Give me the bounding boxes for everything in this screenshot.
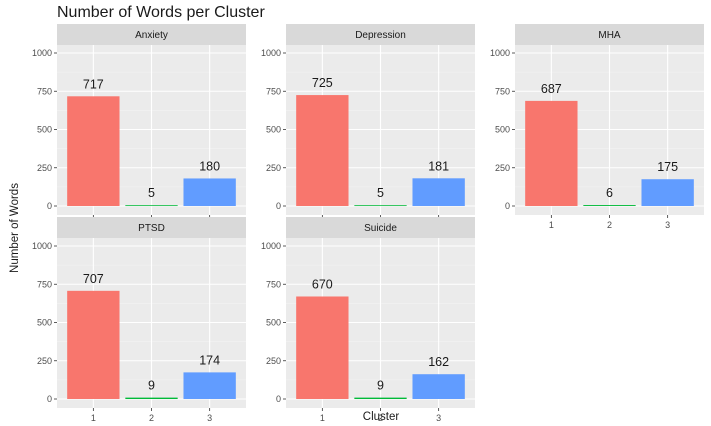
data-label-depression-cluster-2: 5: [377, 186, 384, 200]
facet-panels: Anxiety025050075010007171521803Depressio…: [32, 24, 704, 423]
strip-label-anxiety: Anxiety: [135, 30, 168, 41]
strip-depression: [286, 24, 475, 45]
bar-mha-cluster-3: [641, 179, 694, 206]
x-tick-label: 1: [91, 413, 96, 423]
data-label-anxiety-cluster-3: 180: [199, 159, 220, 173]
bar-anxiety-cluster-1: [67, 96, 120, 206]
data-label-mha-cluster-2: 6: [606, 186, 613, 200]
bar-depression-cluster-3: [412, 178, 465, 206]
data-label-depression-cluster-1: 725: [312, 76, 333, 90]
y-tick-label: 750: [266, 279, 281, 289]
strip-suicide: [286, 217, 475, 238]
y-tick-label: 1000: [32, 48, 52, 58]
panel-suicide: Suicide 0 250 500 750 1000 670 1 9 2 162 3: [261, 217, 475, 423]
data-label-suicide-cluster-1: 670: [312, 277, 333, 291]
data-label-mha-cluster-3: 175: [657, 160, 678, 174]
data-label-suicide-cluster-2: 9: [377, 379, 384, 393]
strip-mha: [515, 24, 704, 45]
strip-anxiety: [57, 24, 246, 45]
y-tick-label: 500: [266, 125, 281, 135]
y-tick-label: 250: [37, 356, 52, 366]
panel-ptsd: PTSD 0 250 500 750 1000 707 1 9 2 174 3: [32, 217, 246, 423]
y-tick-label: 500: [495, 125, 510, 135]
bar-depression-cluster-2: [354, 205, 407, 207]
panel-anxiety: Anxiety025050075010007171521803: [32, 24, 246, 230]
y-tick-label: 0: [276, 201, 281, 211]
y-tick-label: 250: [37, 163, 52, 173]
bar-ptsd-cluster-2: [125, 397, 178, 399]
y-tick-label: 1000: [261, 241, 281, 251]
x-axis-title: Cluster: [363, 411, 400, 423]
bar-mha-cluster-1: [525, 100, 578, 206]
y-tick-label: 750: [495, 86, 510, 96]
panel-depression: Depression025050075010007251521813: [261, 24, 475, 230]
strip-label-ptsd: PTSD: [138, 223, 165, 234]
x-tick-label: 2: [378, 413, 383, 423]
strip-ptsd: [57, 217, 246, 238]
x-tick-label: 2: [149, 413, 154, 423]
bar-ptsd-cluster-3: [183, 372, 236, 399]
data-label-anxiety-cluster-2: 5: [148, 186, 155, 200]
x-tick-label: 2: [607, 220, 612, 230]
y-tick-label: 0: [276, 394, 281, 404]
y-tick-label: 0: [505, 201, 510, 211]
y-tick-label: 750: [37, 86, 52, 96]
bar-depression-cluster-1: [296, 95, 349, 206]
y-tick-label: 1000: [490, 48, 510, 58]
bar-anxiety-cluster-3: [183, 178, 236, 206]
y-tick-label: 1000: [32, 241, 52, 251]
y-tick-label: 0: [47, 201, 52, 211]
x-tick-label: 3: [665, 220, 670, 230]
y-axis-title: Number of Words: [9, 183, 21, 273]
y-tick-label: 250: [495, 163, 510, 173]
y-tick-label: 750: [266, 86, 281, 96]
strip-label-suicide: Suicide: [364, 223, 397, 234]
y-tick-label: 0: [47, 394, 52, 404]
chart-title: Number of Words per Cluster: [57, 4, 265, 21]
data-label-anxiety-cluster-1: 717: [83, 77, 104, 91]
y-tick-label: 500: [37, 125, 52, 135]
strip-label-mha: MHA: [598, 30, 621, 41]
y-tick-label: 500: [37, 318, 52, 328]
data-label-depression-cluster-3: 181: [428, 159, 449, 173]
data-label-ptsd-cluster-3: 174: [199, 353, 220, 367]
y-tick-label: 250: [266, 163, 281, 173]
y-tick-label: 1000: [261, 48, 281, 58]
data-label-suicide-cluster-3: 162: [428, 355, 449, 369]
y-tick-label: 250: [266, 356, 281, 366]
bar-anxiety-cluster-2: [125, 205, 178, 207]
data-label-ptsd-cluster-2: 9: [148, 379, 155, 393]
y-tick-label: 500: [266, 318, 281, 328]
x-tick-label: 1: [549, 220, 554, 230]
y-tick-label: 750: [37, 279, 52, 289]
x-tick-label: 3: [436, 413, 441, 423]
bar-ptsd-cluster-1: [67, 290, 120, 399]
panel-mha: MHA 0 250 500 750 1000 687 1 6 2 175 3: [490, 24, 704, 230]
strip-label-depression: Depression: [355, 30, 406, 41]
x-tick-label: 1: [320, 413, 325, 423]
x-tick-label: 3: [207, 413, 212, 423]
data-label-ptsd-cluster-1: 707: [83, 272, 104, 286]
bar-suicide-cluster-1: [296, 296, 349, 399]
data-label-mha-cluster-1: 687: [541, 82, 562, 96]
bar-mha-cluster-2: [583, 205, 636, 206]
bar-suicide-cluster-3: [412, 374, 465, 399]
bar-suicide-cluster-2: [354, 397, 407, 399]
